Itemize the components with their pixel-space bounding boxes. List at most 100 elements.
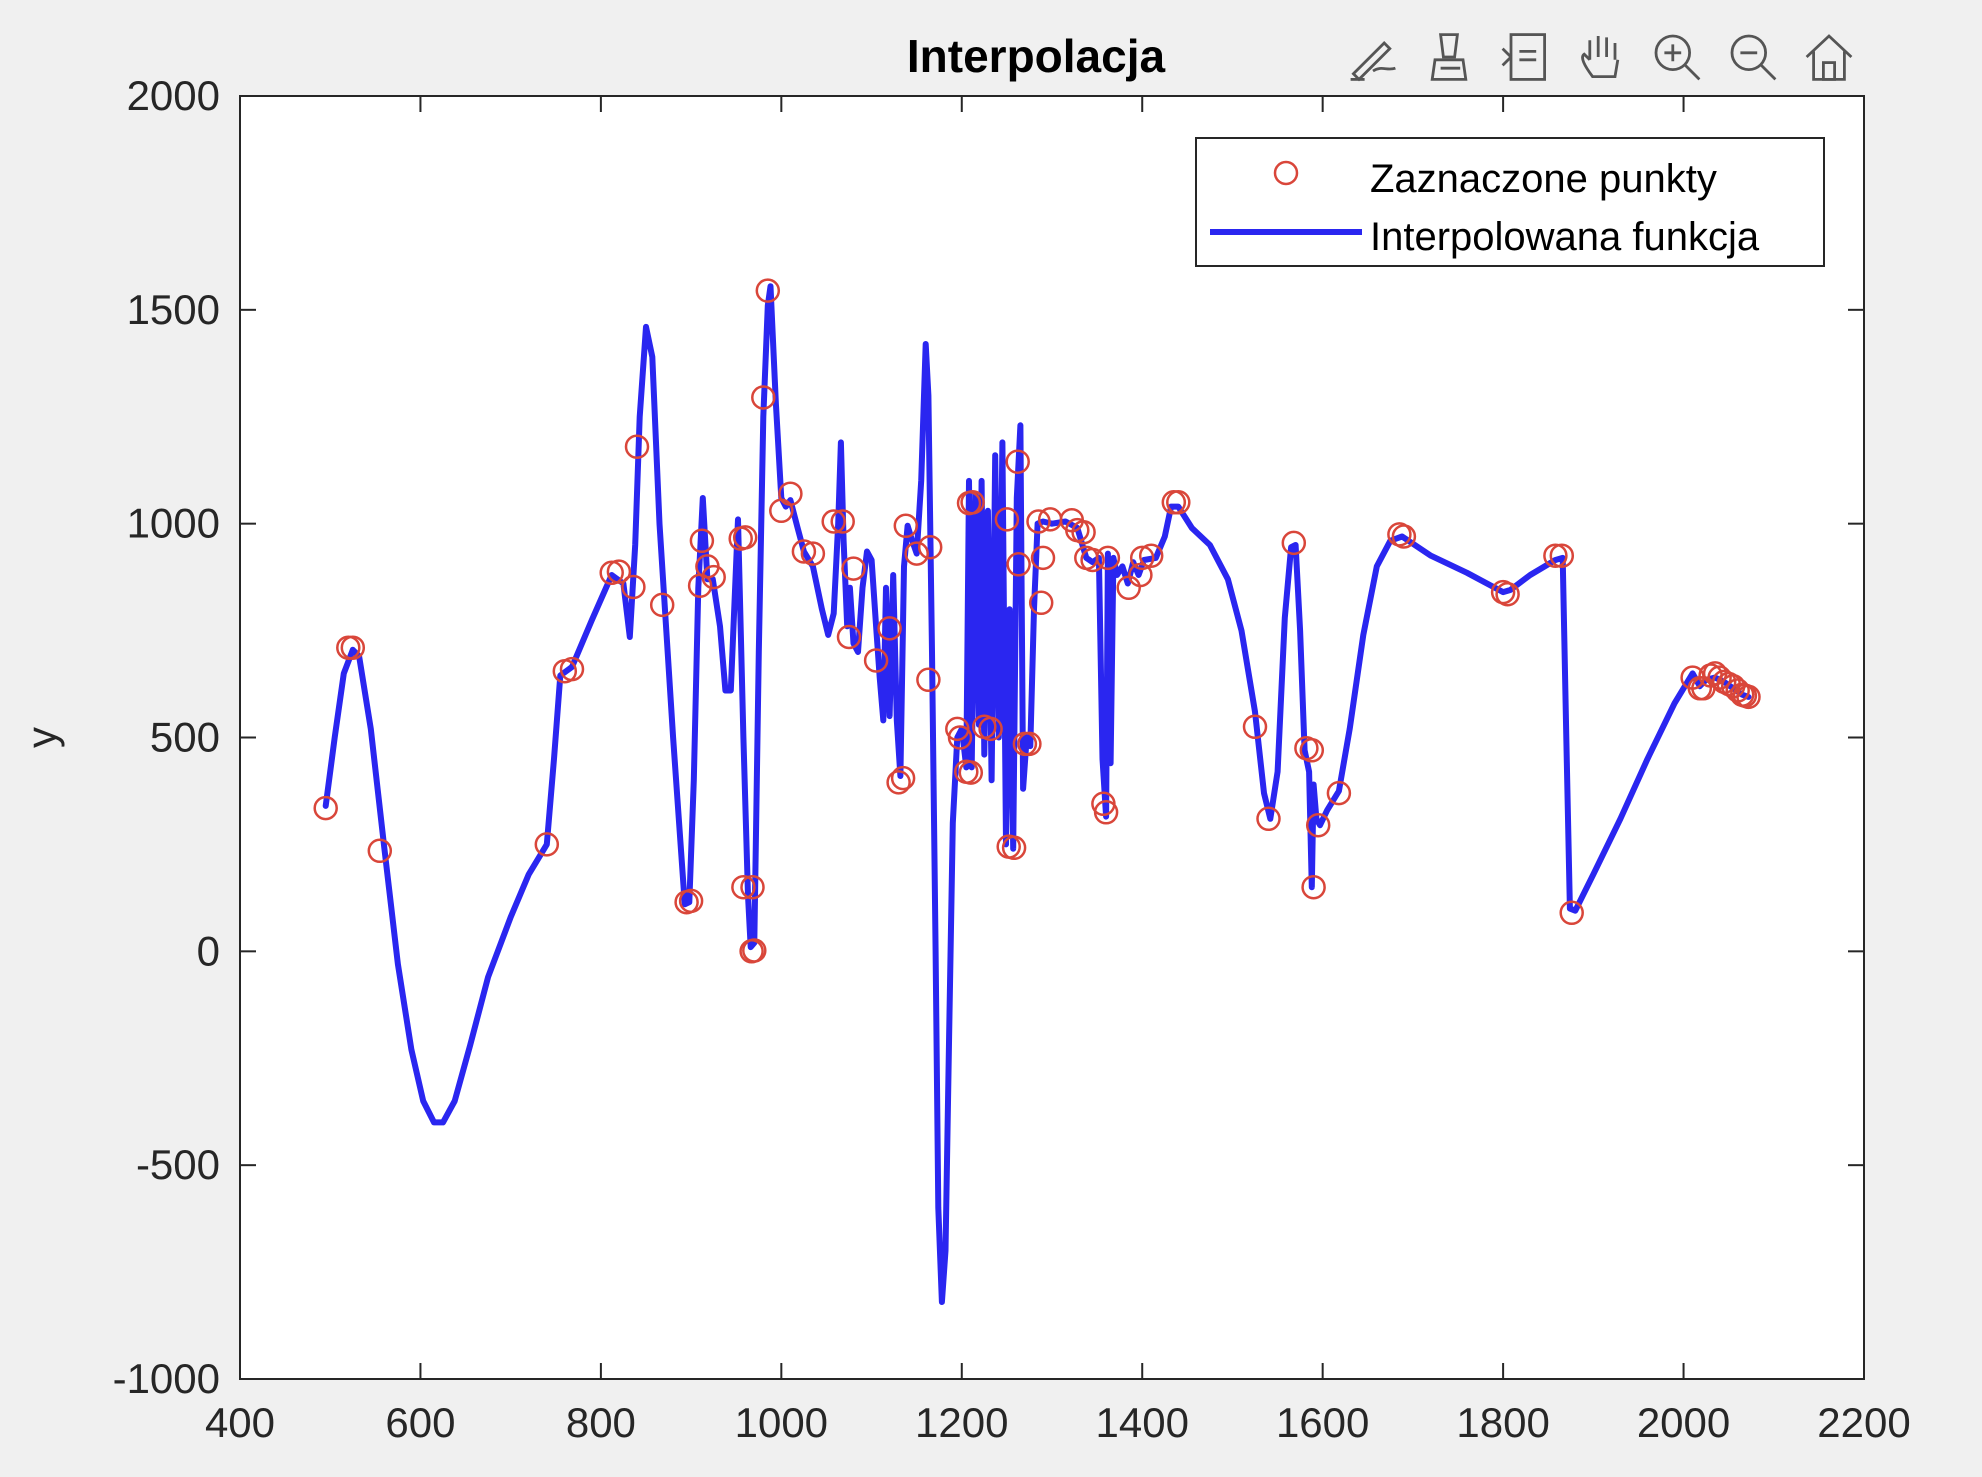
x-tick-label: 2000: [1637, 1399, 1730, 1446]
legend-entry-points: Zaznaczone punkty: [1370, 157, 1717, 201]
data-point-marker: [958, 760, 984, 785]
data-point-marker: [313, 795, 338, 821]
data-point-marker: [791, 539, 817, 564]
data-point-marker: [621, 574, 646, 600]
x-tick-label: 1000: [735, 1399, 828, 1446]
x-tick-label: 2200: [1817, 1399, 1910, 1446]
chart-title: Interpolacja: [907, 30, 1166, 82]
data-point-marker: [1256, 806, 1281, 832]
data-point-marker: [893, 513, 919, 539]
data-point-marker: [751, 385, 776, 410]
y-tick-label: 500: [150, 714, 220, 761]
y-tick-label: 1000: [127, 500, 220, 547]
data-point-marker: [740, 874, 765, 900]
data-point-marker: [534, 832, 560, 857]
y-tick-labels: -1000 -500 0 500 1000 1500 2000: [113, 72, 220, 1402]
data-point-marker: [689, 528, 715, 554]
data-point-marker: [978, 716, 1003, 742]
data-point-marker: [367, 838, 393, 864]
y-tick-label: 0: [197, 927, 220, 974]
data-point-marker: [947, 725, 973, 750]
x-tick-label: 1600: [1276, 1399, 1369, 1446]
data-point-marker: [1543, 543, 1568, 568]
data-point-marker: [877, 616, 902, 641]
data-point-marker: [742, 938, 767, 963]
pan-button[interactable]: [1568, 24, 1634, 90]
zoom-in-icon: [1654, 34, 1701, 81]
data-point-marker: [1006, 552, 1031, 577]
data-point-marker: [904, 541, 929, 566]
data-point-marker: [624, 434, 650, 459]
data-tips-icon: [1430, 33, 1468, 81]
data-point-marker: [830, 509, 855, 534]
data-point-marker: [821, 509, 846, 534]
data-point-marker: [1301, 874, 1326, 900]
data-point-marker: [1005, 449, 1030, 474]
data-point-marker: [1305, 812, 1331, 838]
y-tick-label: -500: [136, 1141, 220, 1188]
data-point-marker: [1071, 519, 1096, 545]
x-tick-label: 600: [385, 1399, 455, 1446]
data-point-marker: [1736, 684, 1761, 710]
series-markers-zaznaczone: [313, 278, 1761, 964]
x-tick-label: 800: [566, 1399, 636, 1446]
data-point-marker: [701, 564, 726, 590]
data-point-marker: [755, 278, 781, 303]
data-point-marker: [800, 541, 826, 566]
data-point-marker: [1017, 731, 1042, 757]
data-point-marker: [916, 667, 941, 693]
data-point-marker: [890, 765, 916, 791]
zoom-in-button[interactable]: [1644, 24, 1710, 90]
data-point-marker: [1026, 509, 1051, 534]
y-axis-label: y: [18, 727, 65, 748]
data-point-marker: [1326, 780, 1352, 806]
datacursor-button[interactable]: [1492, 24, 1558, 90]
home-icon: [1805, 34, 1853, 81]
data-point-marker: [1559, 900, 1584, 926]
data-point-marker: [1129, 545, 1155, 571]
data-point-marker: [1030, 545, 1056, 571]
data-point-marker: [1093, 800, 1119, 825]
data-point-marker: [886, 770, 911, 795]
data-point-marker: [1549, 543, 1575, 568]
series-line-interpolowana: [322, 283, 1752, 1305]
data-point-marker: [1138, 543, 1164, 568]
data-point-marker: [1281, 530, 1307, 556]
data-point-marker: [778, 481, 803, 506]
data-point-marker: [1495, 581, 1520, 607]
data-point-marker: [1028, 590, 1054, 616]
data-point-marker: [1128, 562, 1153, 588]
data-point-marker: [1166, 490, 1191, 515]
data-point-marker: [960, 490, 985, 515]
data-point-marker: [1095, 545, 1121, 571]
data-point-marker: [1080, 547, 1105, 573]
data-point-marker: [917, 534, 943, 560]
data-point-marker: [649, 592, 675, 618]
plot-area: [240, 96, 1864, 1379]
datacursor-icon: [1501, 33, 1546, 81]
zoom-out-button[interactable]: [1720, 24, 1786, 90]
legend-marker-circle: [1273, 160, 1299, 186]
data-point-marker: [1391, 524, 1417, 549]
plot-frame: [239, 95, 1865, 1380]
data-point-marker: [1299, 738, 1325, 763]
y-tick-label: 2000: [127, 72, 220, 119]
x-tick-label: 400: [205, 1399, 275, 1446]
data-point-marker: [678, 888, 704, 914]
legend-entry-line: Interpolowana funkcja: [1370, 215, 1760, 259]
data-point-marker: [606, 559, 632, 584]
data-point-marker: [559, 656, 585, 682]
x-tick-label: 1800: [1456, 1399, 1549, 1446]
brush-edit-button[interactable]: [1340, 24, 1406, 90]
x-tick-label: 1400: [1096, 1399, 1189, 1446]
data-point-marker: [732, 525, 758, 550]
data-point-marker: [731, 874, 756, 900]
home-button[interactable]: [1796, 24, 1862, 90]
x-tick-label: 1200: [915, 1399, 1008, 1446]
data-point-marker: [863, 648, 889, 673]
data-point-marker: [994, 507, 1020, 532]
zoom-out-icon: [1730, 34, 1777, 81]
data-tips-button[interactable]: [1416, 24, 1482, 90]
x-tick-labels: 400 600 800 1000 1200 1400 1600 1800 2000 2200: [205, 1399, 1911, 1446]
